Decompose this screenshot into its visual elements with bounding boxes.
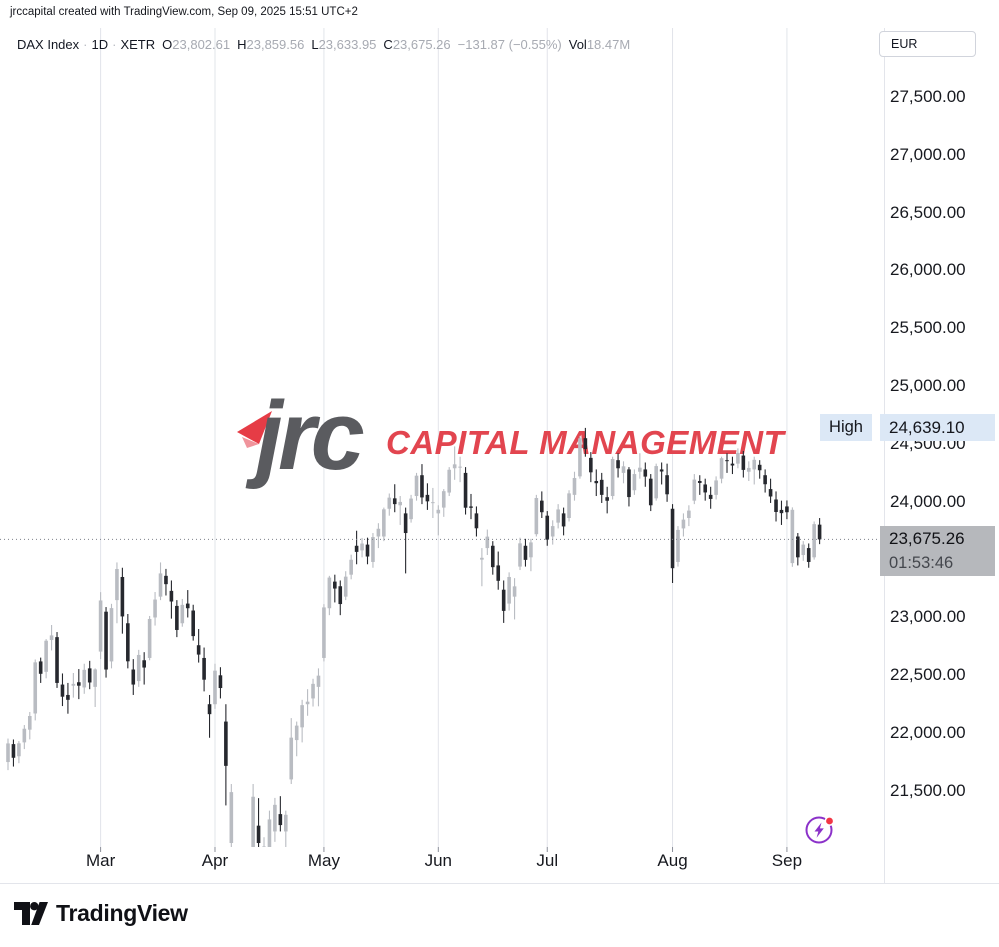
candlestick-chart[interactable]: jrc CAPITAL MANAGEMENT xyxy=(0,28,884,847)
flash-circle-icon xyxy=(805,816,833,844)
symbol-legend[interactable]: DAX Index · 1D · XETR O23,802.61 H23,859.56 L23… xyxy=(17,37,630,52)
watermark-jrc-text: jrc xyxy=(245,381,364,490)
high-marker-value: 24,639.10 xyxy=(880,414,995,442)
price-tick-label: 22,000.00 xyxy=(890,723,966,743)
month-label: Sep xyxy=(771,851,803,870)
price-tick-label: 26,000.00 xyxy=(890,260,966,280)
tradingview-footer-link[interactable]: TradingView xyxy=(14,900,188,927)
month-label: Jul xyxy=(536,851,559,870)
month-label: Mar xyxy=(85,851,116,870)
last-price-value: 23,675.26 xyxy=(889,529,965,549)
close-label-letter: C xyxy=(383,37,393,52)
legend-symbol[interactable]: DAX Index xyxy=(17,37,80,52)
low-value-text: 23,633.95 xyxy=(318,37,377,52)
tradingview-brand-text: TradingView xyxy=(56,900,188,926)
legend-separator: · xyxy=(83,37,88,52)
volume-label: Vol xyxy=(568,37,587,52)
time-axis-border xyxy=(0,883,999,884)
attribution-text: jrccapital created with TradingView.com,… xyxy=(10,6,358,18)
high-marker-label: High xyxy=(820,414,872,442)
flash-ideas-button[interactable] xyxy=(801,811,839,849)
high-value-text: 23,859.56 xyxy=(246,37,305,52)
legend-separator-2: · xyxy=(112,37,117,52)
high-label-letter: H xyxy=(237,37,247,52)
price-tick-label: 24,000.00 xyxy=(890,491,966,511)
price-axis-border xyxy=(884,28,885,883)
jrc-triangle-shadow xyxy=(242,437,259,448)
notification-dot-icon xyxy=(824,816,835,826)
price-tick-label: 25,000.00 xyxy=(890,376,966,396)
month-label: Jun xyxy=(424,851,453,870)
legend-interval[interactable]: 1D xyxy=(91,37,109,52)
watermark-logo: jrc CAPITAL MANAGEMENT xyxy=(237,381,786,490)
currency-button[interactable]: EUR xyxy=(879,31,976,57)
time-axis-ticks xyxy=(100,847,788,852)
candles xyxy=(6,427,822,847)
change-value: −131.87 (−0.55%) xyxy=(457,37,562,52)
price-tick-label: 25,500.00 xyxy=(890,318,966,338)
open-value: 23,802.61 xyxy=(172,37,231,52)
jrc-triangle-icon xyxy=(237,411,272,444)
bar-countdown: 01:53:46 xyxy=(889,554,954,573)
price-tick-label: 26,500.00 xyxy=(890,202,966,222)
price-tick-label: 27,500.00 xyxy=(890,87,966,106)
volume-value: 18.47M xyxy=(586,37,631,52)
open-label: O xyxy=(162,37,173,52)
lightning-bolt-icon xyxy=(814,822,824,838)
low-label-letter: L xyxy=(311,37,319,52)
price-tick-label: 23,000.00 xyxy=(890,607,966,627)
legend-exchange[interactable]: XETR xyxy=(120,37,156,52)
month-label: Apr xyxy=(201,851,229,870)
vertical-gridlines xyxy=(100,28,788,847)
last-price-box: 23,675.26 01:53:46 xyxy=(880,526,995,577)
tradingview-logo-icon xyxy=(14,902,48,925)
chart-pane[interactable]: jrc CAPITAL MANAGEMENT xyxy=(0,28,884,847)
price-tick-label: 27,000.00 xyxy=(890,144,966,164)
price-tick-label: 21,500.00 xyxy=(890,780,966,800)
month-label: Aug xyxy=(657,851,688,870)
close-value-text: 23,675.26 xyxy=(392,37,451,52)
price-tick-label: 22,500.00 xyxy=(890,665,966,685)
month-label: May xyxy=(307,851,340,870)
